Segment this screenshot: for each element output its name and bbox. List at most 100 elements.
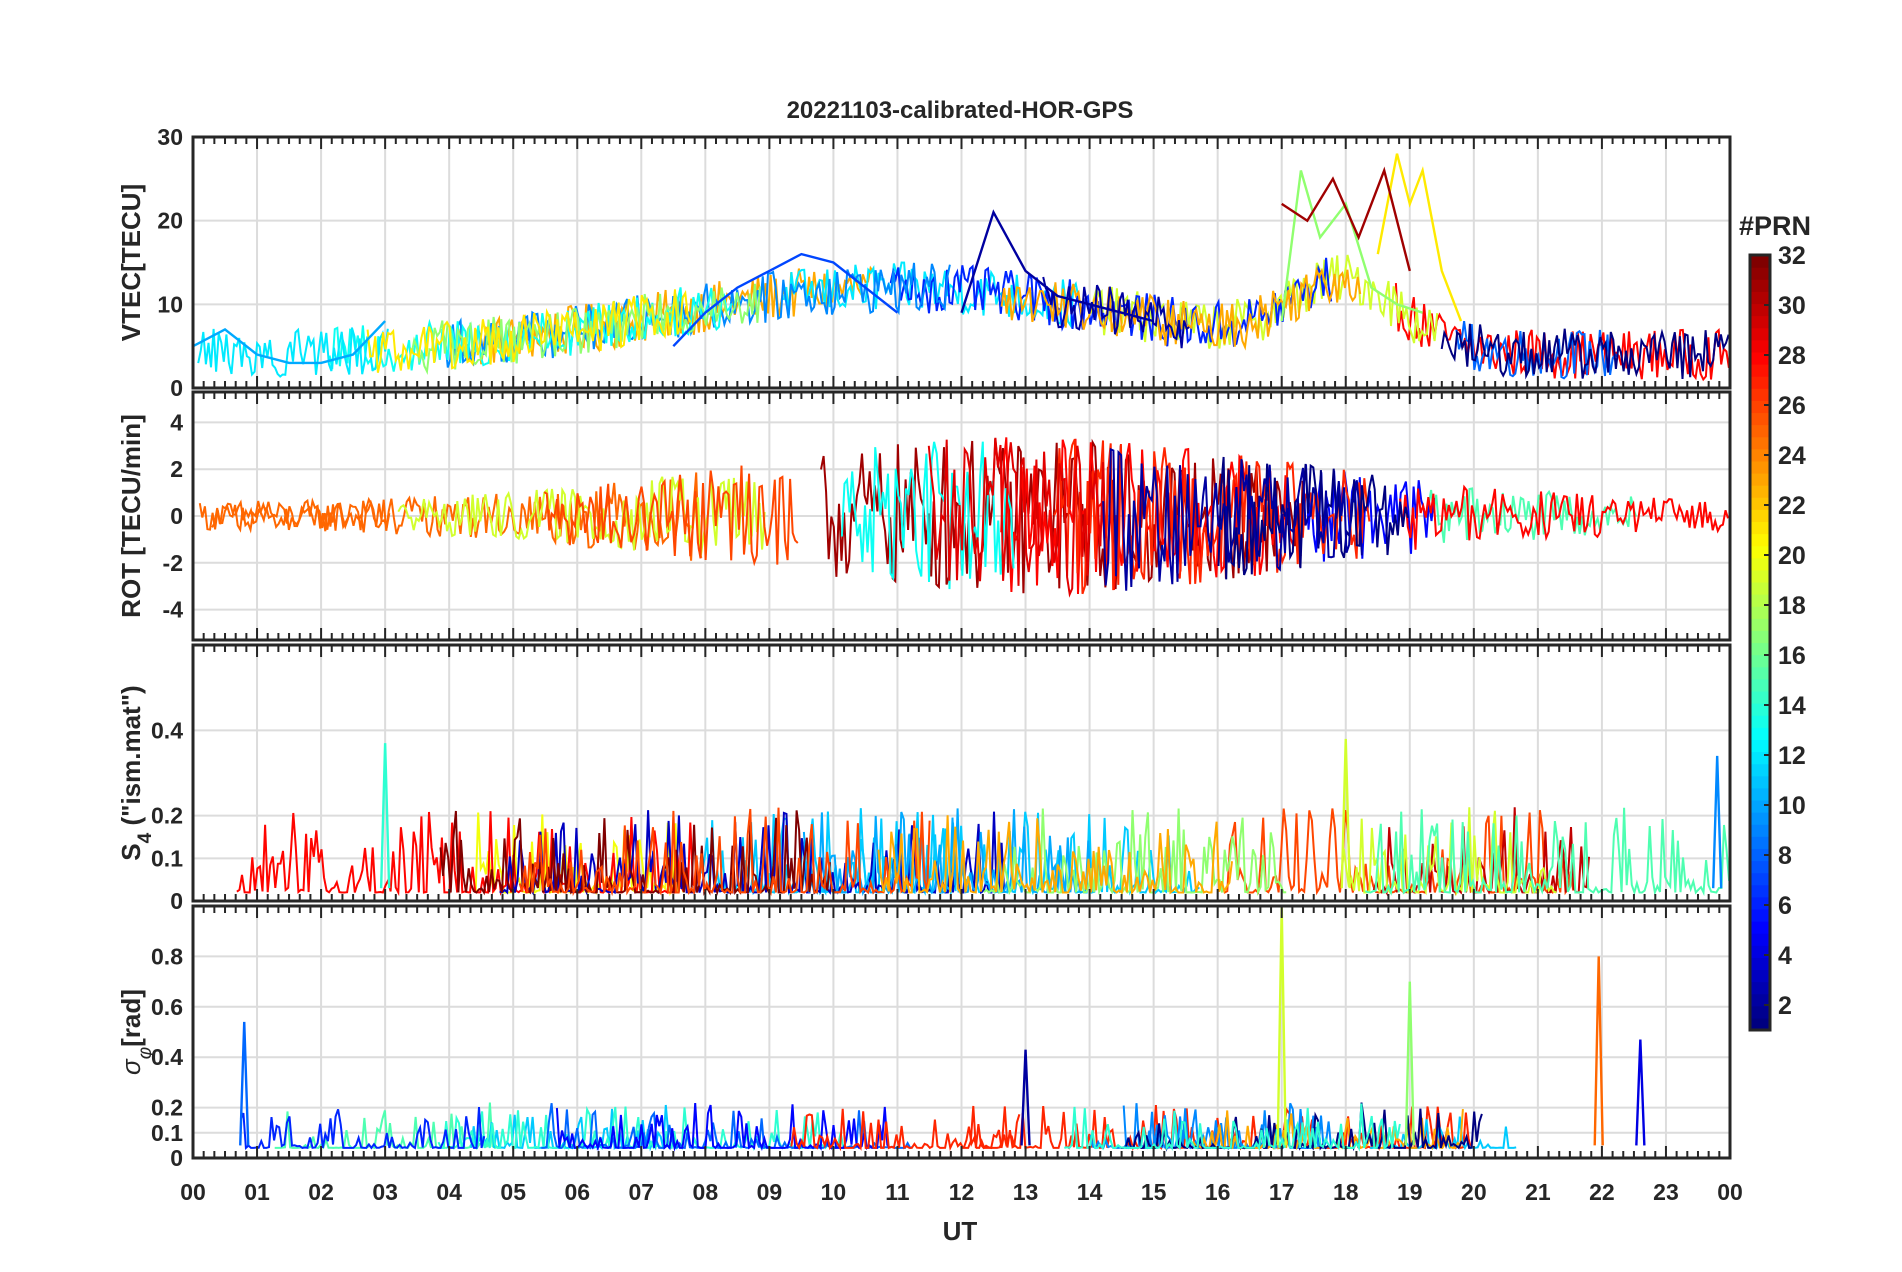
y-tick-label: 10 [157,291,183,317]
colorbar-step [1750,981,1770,995]
x-tick-label: 01 [244,1179,270,1205]
colorbar-step [1750,739,1770,753]
colorbar-step [1750,824,1770,837]
colorbar-step [1750,521,1770,535]
colorbar-step [1750,763,1770,777]
colorbar-step [1750,472,1770,486]
panel-traces [236,738,1730,897]
colorbar-tick-label: 6 [1778,892,1792,920]
y-tick-label: 0 [170,375,183,401]
y-tick-label: 0 [170,503,183,529]
x-tick-label: 22 [1589,1179,1615,1205]
x-tick-label: 11 [885,1179,910,1205]
colorbar-step [1750,642,1770,656]
y-label-main: σ [116,1058,146,1075]
series-prn-2 [960,209,1154,323]
trace-prn-6 [239,1107,486,1150]
colorbar-tick-label: 18 [1778,592,1806,620]
colorbar-tick-label: 22 [1778,492,1806,520]
trace-prn-23 [877,815,1233,896]
trace-prn-21 [366,289,692,373]
x-tick-label: 19 [1397,1179,1423,1205]
colorbar-step [1750,267,1770,280]
x-tick-label: 15 [1141,1179,1167,1205]
panel-traces [239,906,1646,1152]
trace-prn-19 [397,474,766,558]
spike-prn-2 [1020,1049,1031,1146]
colorbar-step [1750,497,1770,510]
colorbar-step [1750,836,1770,849]
colorbar-step [1750,848,1770,862]
y-axis-label: VTEC[TECU] [116,184,146,341]
series-prn-21 [1376,153,1463,322]
y-label-rest: ("ism.mat") [116,685,146,832]
colorbar-step [1750,872,1770,886]
y-tick-label: 0 [170,1145,183,1171]
colorbar-step [1750,448,1770,462]
colorbar-step [1750,945,1770,958]
panel-sigma_phi: 00.10.2 0.4 0.6 0.8 σφ[rad] [116,904,1732,1171]
x-tick-label: 06 [564,1179,590,1205]
colorbar-step [1750,327,1770,341]
y-tick-label: 0.2 [151,1095,183,1121]
colorbar-step [1750,799,1770,813]
spike-prn-19 [1340,738,1351,889]
colorbar-tick-label: 30 [1778,292,1806,320]
spike-prn-8 [239,1021,250,1146]
series-prn-31 [1281,166,1411,272]
panel-ticks [192,137,1731,388]
trace-prn-28 [1399,484,1729,550]
y-tick-label: 0.8 [151,943,183,969]
y-tick-label: 0.2 [151,803,183,829]
x-tick-label: 05 [500,1179,526,1205]
trace-prn-17 [410,283,761,376]
colorbar-step [1750,618,1770,631]
x-tick-label: 02 [308,1179,334,1205]
colorbar-step [1750,678,1770,692]
colorbar-step [1750,509,1770,523]
spike-prn-14 [379,743,391,889]
colorbar-step [1750,460,1770,474]
colorbar-tick-label: 24 [1778,442,1806,470]
x-tick-label: 00 [1717,1179,1743,1205]
panel-ticks [192,645,1731,901]
trace-prn-26 [518,807,931,897]
colorbar-step [1750,424,1770,438]
colorbar-step [1750,775,1770,789]
spike-prn-25 [1593,956,1604,1146]
x-tick-label: 00 [180,1179,206,1205]
trace-prn-27 [790,1105,1021,1152]
figure-title: 20221103-calibrated-HOR-GPS [787,97,1134,124]
trace-prn-12 [197,327,389,378]
series-prn-17 [1280,170,1423,322]
trace-prn-13 [840,441,1015,590]
colorbar-step [1750,787,1770,801]
trace-prn-2 [1042,276,1190,349]
y-label-main: S [116,843,146,860]
x-tick-label: 12 [949,1179,975,1205]
colorbar-step [1750,751,1770,765]
y-label-rest: [rad] [116,989,146,1047]
colorbar-step [1750,812,1770,825]
panel-ticks [192,392,1731,640]
colorbar-step [1750,533,1770,547]
colorbar-step [1750,557,1770,571]
panel-traces [198,437,1729,598]
colorbar-step [1750,545,1770,559]
colorbar-frame [1748,253,1772,1032]
colorbar-step [1750,594,1770,607]
colorbar-tick-label: 12 [1778,742,1806,770]
panel-vtec: 0 10 20 30 VTEC[TECU] [116,124,1732,401]
trace-prn-28 [1394,283,1730,382]
y-label-sub: φ [135,1047,156,1059]
colorbar-step [1750,351,1770,365]
colorbar-tick-label: 28 [1778,342,1806,370]
y-axis-label: S4 ("ism.mat") [116,685,156,860]
colorbar-step [1750,436,1770,450]
y-axis-label: ROT [TECU/min] [116,414,146,618]
colorbar-step [1750,860,1770,874]
colorbar-step [1750,569,1770,583]
colorbar-step [1750,376,1770,389]
trace-prn-32 [439,810,831,896]
